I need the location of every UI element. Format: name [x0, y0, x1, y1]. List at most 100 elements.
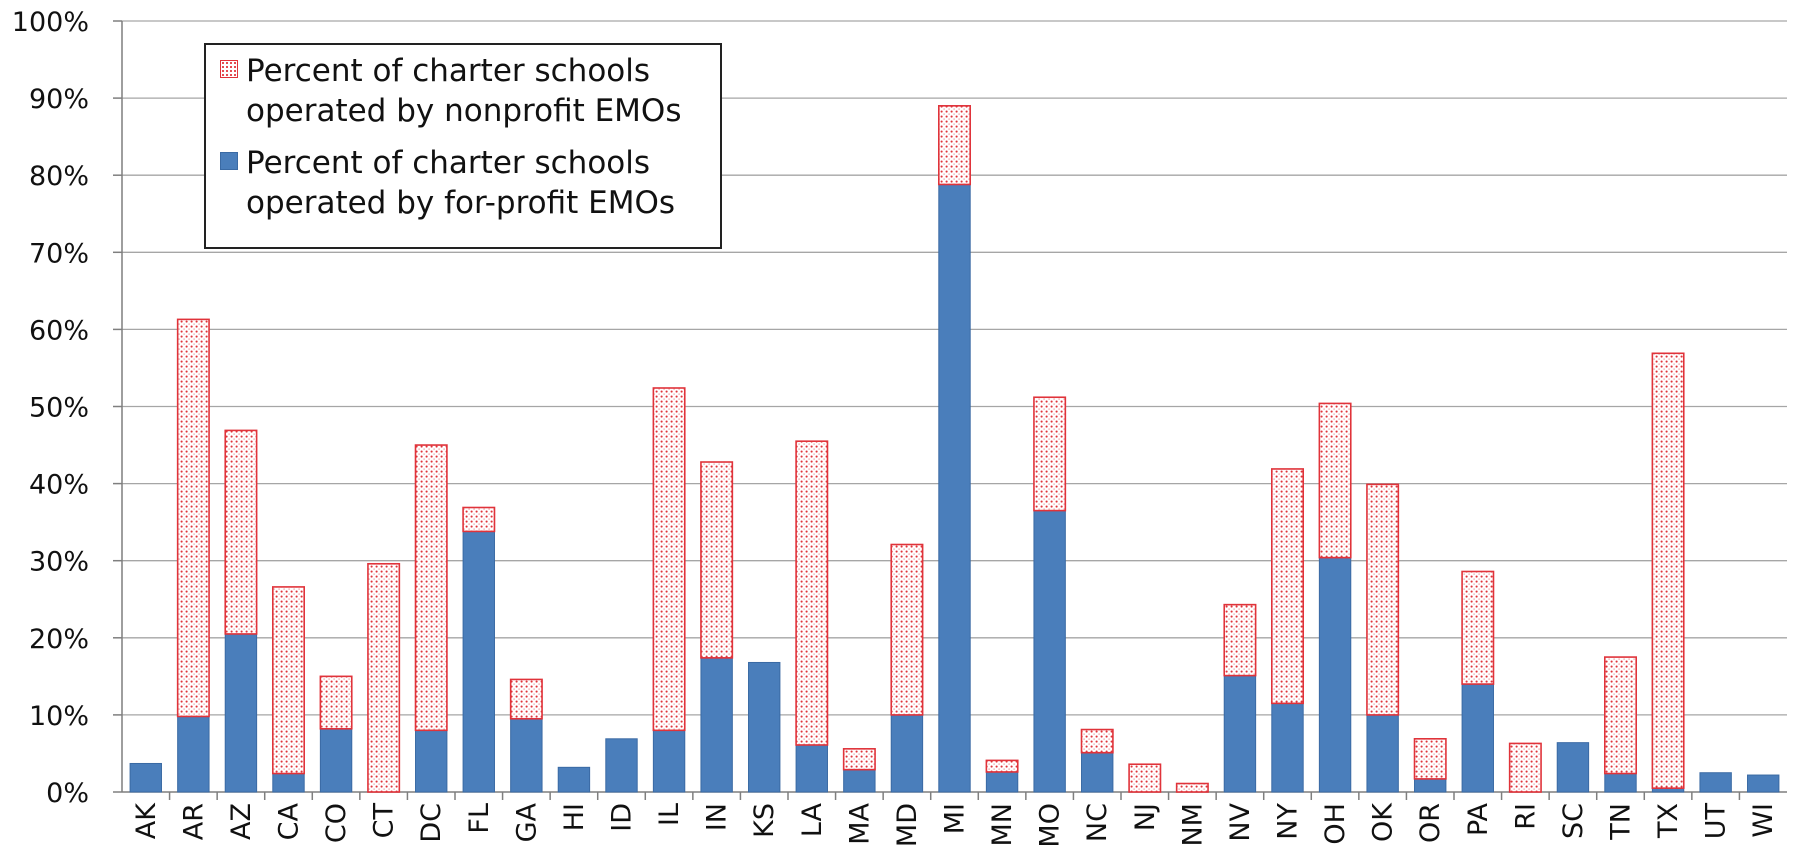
- x-tick-label-id: ID: [607, 803, 638, 832]
- y-tick-label: 30%: [29, 547, 89, 578]
- tick-labels: 0% 10% 20% 30% 40% 50% 60% 70% 80% 90% 100% AK AR AZ C…: [12, 7, 1779, 848]
- x-tick-label-la: LA: [797, 802, 828, 837]
- bar-nonprofit-ca: [272, 586, 305, 775]
- bar-forprofit-ut: [1699, 772, 1732, 793]
- bar-nonprofit-ar: [176, 318, 210, 718]
- bar-forprofit-la: [795, 744, 828, 793]
- y-tick-label: 90%: [29, 84, 89, 115]
- bar-forprofit-ak: [129, 762, 162, 793]
- bar-forprofit-ga: [510, 718, 543, 793]
- bar-forprofit-wi: [1747, 774, 1780, 793]
- bar-nonprofit-nv: [1223, 603, 1257, 677]
- y-tick-label: 20%: [29, 624, 89, 655]
- bar-forprofit-ny: [1271, 702, 1304, 793]
- x-tick-label-mo: MO: [1035, 803, 1066, 848]
- x-tick-label-dc: DC: [416, 803, 447, 843]
- x-tick-label-mi: MI: [940, 803, 971, 834]
- bar-forprofit-or: [1414, 778, 1447, 793]
- bar-forprofit-nv: [1223, 675, 1257, 793]
- legend-label-forprofit: Percent of charter schools operated by f…: [246, 145, 676, 221]
- legend-swatch-forprofit: [220, 152, 238, 170]
- bar-forprofit-id: [605, 738, 638, 793]
- y-tick-label: 60%: [29, 315, 89, 346]
- legend-label-nonprofit: Percent of charter schools operated by n…: [246, 53, 682, 129]
- legend-swatch-nonprofit: [220, 60, 238, 78]
- y-tick-label: 10%: [29, 701, 89, 732]
- x-tick-label-ga: GA: [511, 802, 542, 842]
- x-tick-label-oh: OH: [1320, 803, 1351, 845]
- bar-nonprofit-mi: [938, 105, 971, 186]
- bar-nonprofit-co: [319, 675, 353, 730]
- bar-nonprofit-ct: [367, 562, 401, 793]
- x-tick-label-il: IL: [654, 803, 685, 826]
- bar-forprofit-co: [319, 728, 353, 793]
- bar-forprofit-ok: [1366, 714, 1399, 793]
- x-tick-label-nj: NJ: [1130, 803, 1161, 831]
- x-tick-label-co: CO: [321, 803, 352, 843]
- y-tick-label: 0%: [46, 778, 89, 809]
- bar-nonprofit-fl: [462, 506, 496, 533]
- bar-forprofit-md: [890, 714, 924, 793]
- y-tick-label: 100%: [12, 7, 89, 38]
- x-tick-label-ak: AK: [131, 802, 162, 839]
- bar-forprofit-tn: [1604, 772, 1637, 793]
- x-tick-label-ca: CA: [274, 802, 305, 840]
- x-tick-label-ct: CT: [369, 803, 400, 839]
- bar-forprofit-il: [652, 729, 686, 793]
- x-tick-label-az: AZ: [226, 803, 257, 840]
- y-tick-label: 80%: [29, 161, 89, 192]
- bar-nonprofit-tx: [1651, 352, 1685, 789]
- x-tick-label-ut: UT: [1701, 803, 1732, 840]
- bar-nonprofit-il: [652, 387, 686, 732]
- y-tick-label: 70%: [29, 238, 89, 269]
- x-tick-label-fl: FL: [464, 803, 495, 834]
- bar-nonprofit-dc: [414, 444, 448, 732]
- x-tick-label-in: IN: [702, 803, 733, 831]
- x-tick-label-ks: KS: [749, 803, 780, 838]
- bar-nonprofit-nm: [1175, 782, 1209, 793]
- bar-nonprofit-tn: [1604, 656, 1637, 775]
- x-tick-label-ri: RI: [1510, 803, 1541, 830]
- x-tick-label-tn: TN: [1606, 803, 1637, 841]
- legend-item-forprofit: Percent of charter schools operated by f…: [220, 143, 675, 223]
- x-tick-label-hi: HI: [559, 803, 590, 831]
- bar-forprofit-mn: [985, 771, 1019, 793]
- y-tick-label: 40%: [29, 470, 89, 501]
- bar-nonprofit-oh: [1318, 402, 1352, 559]
- bar-forprofit-pa: [1461, 683, 1494, 793]
- bar-nonprofit-pa: [1461, 570, 1495, 685]
- x-tick-label-tx: TX: [1653, 803, 1684, 839]
- x-tick-label-nm: NM: [1177, 803, 1208, 847]
- bar-nonprofit-ga: [509, 678, 543, 720]
- bar-nonprofit-mn: [985, 759, 1019, 773]
- bar-forprofit-in: [700, 657, 733, 793]
- x-tick-label-sc: SC: [1558, 803, 1589, 839]
- bar-nonprofit-ri: [1508, 742, 1542, 793]
- bars: [129, 105, 1780, 793]
- x-tick-label-or: OR: [1415, 803, 1446, 843]
- bar-nonprofit-md: [890, 543, 924, 716]
- x-tick-label-ma: MA: [844, 802, 875, 844]
- bar-nonprofit-la: [795, 440, 829, 746]
- bar-nonprofit-or: [1413, 738, 1447, 780]
- x-tick-label-ok: OK: [1368, 802, 1399, 842]
- bar-nonprofit-ok: [1366, 483, 1400, 716]
- bar-forprofit-az: [224, 633, 258, 793]
- x-tick-label-wi: WI: [1748, 803, 1779, 838]
- bar-forprofit-ks: [748, 661, 781, 793]
- bar-forprofit-dc: [415, 729, 448, 793]
- y-tick-label: 50%: [29, 393, 89, 424]
- x-tick-label-md: MD: [892, 803, 923, 847]
- bar-nonprofit-ma: [842, 748, 876, 771]
- x-tick-label-mn: MN: [987, 803, 1018, 847]
- chart-legend: Percent of charter schools operated by n…: [204, 43, 722, 249]
- bar-forprofit-hi: [557, 766, 591, 793]
- x-tick-label-nc: NC: [1082, 803, 1113, 842]
- bar-forprofit-sc: [1556, 742, 1590, 793]
- bar-forprofit-ar: [177, 715, 210, 793]
- bar-forprofit-mo: [1033, 510, 1066, 793]
- bar-forprofit-ca: [272, 772, 305, 793]
- x-tick-label-ar: AR: [178, 803, 209, 840]
- bar-forprofit-oh: [1318, 557, 1352, 793]
